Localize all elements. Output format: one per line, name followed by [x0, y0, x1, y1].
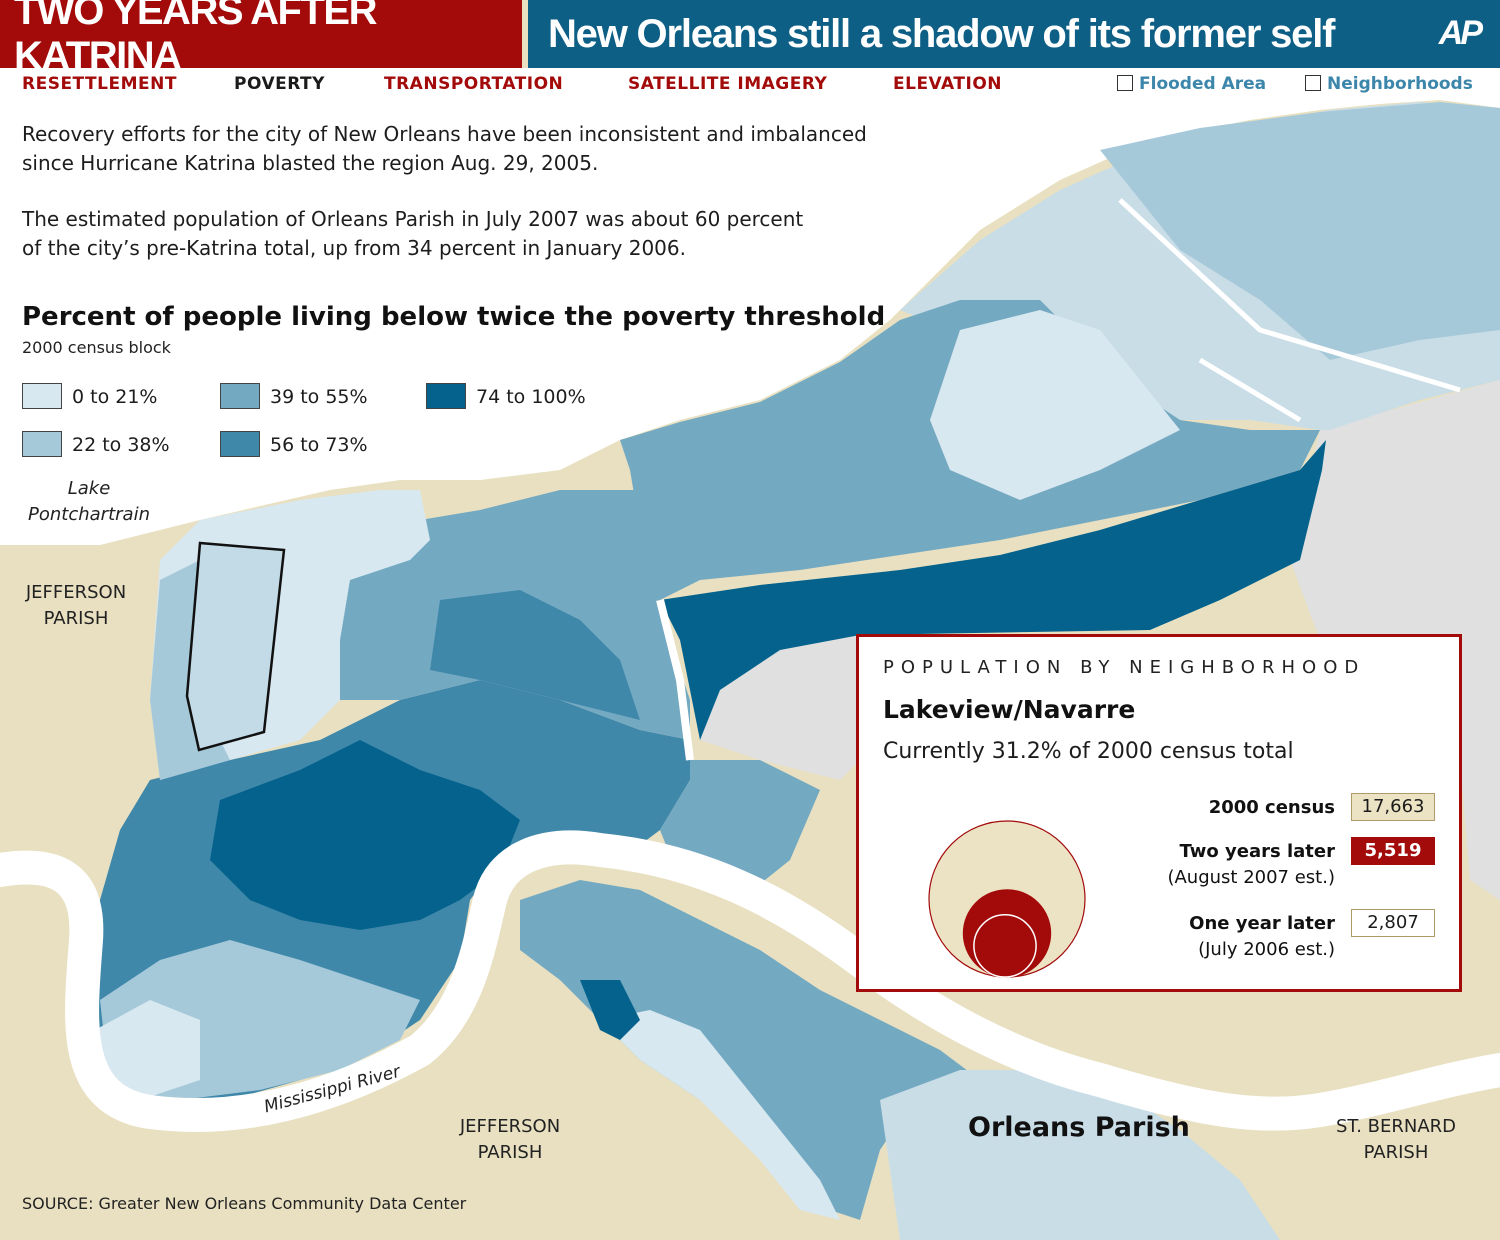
unpopulated-area: [700, 610, 860, 780]
parish-label-line: PARISH: [43, 608, 109, 629]
population-circles: [928, 820, 1086, 978]
intro-text: The estimated population of Orleans Pari…: [22, 207, 804, 231]
row-sublabel: (July 2006 est.): [1198, 939, 1335, 960]
legend-label: 74 to 100%: [476, 386, 586, 408]
legend-item: 74 to 100%: [426, 383, 586, 409]
population-infobox: POPULATION BY NEIGHBORHOOD Lakeview/Nava…: [856, 634, 1462, 992]
legend-label: 39 to 55%: [270, 386, 368, 408]
legend-item: 39 to 55%: [220, 383, 368, 409]
infobox-heading: POPULATION BY NEIGHBORHOOD: [883, 657, 1366, 678]
population-circle-2: [973, 914, 1037, 978]
central-city-dark: [210, 740, 520, 930]
algiers: [520, 880, 980, 1220]
toggle-flooded-area[interactable]: Flooded Area: [1117, 74, 1266, 94]
lake-label-line: Lake: [67, 478, 111, 499]
tab-satellite-imagery[interactable]: SATELLITE IMAGERY: [628, 74, 828, 94]
lake-label: Lake Pontchartrain: [14, 476, 164, 528]
parish-label-line: PARISH: [1363, 1142, 1429, 1163]
legend-swatch: [220, 431, 260, 457]
new-orleans-east-north: [1100, 102, 1500, 360]
legend-swatch: [220, 383, 260, 409]
legend-label: 0 to 21%: [72, 386, 158, 408]
source-note: SOURCE: Greater New Orleans Community Da…: [22, 1194, 467, 1213]
nav-bar: RESETTLEMENT POVERTY TRANSPORTATION SATE…: [0, 68, 1500, 98]
lake-label-line: Pontchartrain: [28, 504, 150, 525]
riverbend-light: [95, 1000, 200, 1100]
outer-canal: [1118, 198, 1461, 423]
header: TWO YEARS AFTER KATRINA New Orleans stil…: [0, 0, 1500, 78]
parish-label-line: JEFFERSON: [459, 1116, 561, 1137]
orleans-parish-label: Orleans Parish: [968, 1112, 1190, 1143]
mid-city-dark: [430, 590, 640, 720]
toggle-neighborhoods[interactable]: Neighborhoods: [1305, 74, 1473, 94]
legend-item: 56 to 73%: [220, 431, 368, 457]
intro-text: Recovery efforts for the city of New Orl…: [22, 122, 867, 146]
legend-item: 0 to 21%: [22, 383, 157, 409]
value-one-year-later: 2,807: [1351, 909, 1435, 937]
legend-swatch: [22, 431, 62, 457]
algiers-light: [600, 1010, 840, 1220]
parish-label-line: JEFFERSON: [25, 582, 127, 603]
parish-label-line: PARISH: [477, 1142, 543, 1163]
ap-logo: AP: [1438, 14, 1483, 52]
current-percent: Currently 31.2% of 2000 census total: [883, 739, 1294, 764]
tab-poverty[interactable]: POVERTY: [234, 74, 325, 94]
legend-swatch: [22, 383, 62, 409]
headline: New Orleans still a shadow of its former…: [548, 11, 1335, 56]
row-label: One year later: [1189, 913, 1335, 934]
algiers-east-light: [880, 1070, 1280, 1240]
high-poverty-band: [660, 440, 1326, 740]
legend-swatch: [426, 383, 466, 409]
main-title: TWO YEARS AFTER KATRINA: [0, 0, 522, 78]
gentilly-light: [930, 310, 1180, 500]
intro-text: since Hurricane Katrina blasted the regi…: [22, 151, 599, 175]
subtitle-banner: New Orleans still a shadow of its former…: [528, 0, 1500, 68]
poverty-map: [0, 98, 1500, 1240]
toggle-label: Neighborhoods: [1327, 74, 1473, 94]
legend-item: 22 to 38%: [22, 431, 170, 457]
parish-label-line: ST. BERNARD: [1335, 1116, 1457, 1137]
checkbox-icon[interactable]: [1117, 75, 1133, 91]
row-label-2000: 2000 census: [1209, 795, 1335, 821]
toggle-label: Flooded Area: [1139, 74, 1267, 94]
intro-text: of the city’s pre-Katrina total, up from…: [22, 236, 686, 260]
row-label: 2000 census: [1208, 797, 1335, 818]
industrial-canal: [656, 599, 694, 761]
row-label: Two years later: [1179, 841, 1335, 862]
lakeview-navarre-outline[interactable]: [185, 541, 286, 752]
legend-subtitle: 2000 census block: [22, 338, 171, 357]
checkbox-icon[interactable]: [1305, 75, 1321, 91]
tab-transportation[interactable]: TRANSPORTATION: [384, 74, 564, 94]
value-two-years-later: 5,519: [1351, 837, 1435, 865]
st-bernard-parish-label: ST. BERNARD PARISH: [1316, 1114, 1476, 1166]
row-sublabel: (August 2007 est.): [1167, 867, 1335, 888]
legend-label: 56 to 73%: [270, 434, 368, 456]
tab-resettlement[interactable]: RESETTLEMENT: [22, 74, 177, 94]
neighborhood-name: Lakeview/Navarre: [883, 695, 1136, 724]
tab-elevation[interactable]: ELEVATION: [893, 74, 1002, 94]
jefferson-parish-south-label: JEFFERSON PARISH: [440, 1114, 580, 1166]
lake-pontchartrain: [0, 98, 1500, 545]
intro-paragraph-2: The estimated population of Orleans Pari…: [22, 205, 803, 263]
row-label-two-years: Two years later (August 2007 est.): [1167, 839, 1335, 891]
legend-label: 22 to 38%: [72, 434, 170, 456]
row-label-one-year: One year later (July 2006 est.): [1189, 911, 1335, 963]
algiers-dark: [580, 980, 640, 1040]
legend-title: Percent of people living below twice the…: [22, 302, 886, 332]
value-2000-census: 17,663: [1351, 793, 1435, 821]
jefferson-parish-west-label: JEFFERSON PARISH: [6, 580, 146, 632]
intro-paragraph-1: Recovery efforts for the city of New Orl…: [22, 120, 867, 178]
mississippi-river: [0, 830, 1500, 1133]
